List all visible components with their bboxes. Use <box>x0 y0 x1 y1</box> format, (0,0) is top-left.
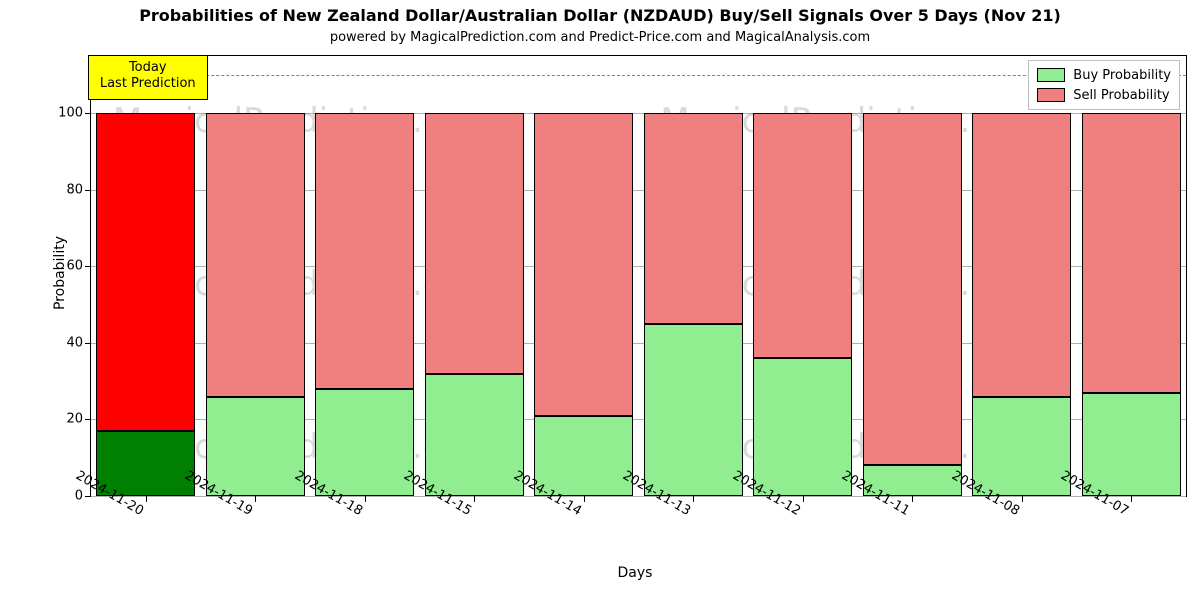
y-axis-label: Probability <box>52 233 68 313</box>
legend-label: Buy Probability <box>1073 68 1171 83</box>
y-tick-mark <box>85 343 91 344</box>
x-tick-mark <box>255 496 256 502</box>
chart-subtitle: powered by MagicalPrediction.com and Pre… <box>0 30 1200 45</box>
y-tick-mark <box>85 266 91 267</box>
legend-row: Sell Probability <box>1037 85 1171 105</box>
y-tick-label: 20 <box>33 412 91 427</box>
legend: Buy Probability Sell Probability <box>1028 60 1180 110</box>
bar-sell <box>1082 113 1181 392</box>
bar-buy <box>972 397 1071 496</box>
x-tick-mark <box>912 496 913 502</box>
bar-sell <box>972 113 1071 396</box>
today-callout: TodayLast Prediction <box>88 55 208 100</box>
chart-title: Probabilities of New Zealand Dollar/Aust… <box>0 6 1200 25</box>
chart-container: Probabilities of New Zealand Dollar/Aust… <box>0 0 1200 600</box>
y-tick-mark <box>85 419 91 420</box>
legend-swatch <box>1037 68 1065 82</box>
y-tick-label: 0 <box>33 489 91 504</box>
plot-area: 020406080100MagicalPrediction.comMagical… <box>90 55 1187 497</box>
y-tick-mark <box>85 496 91 497</box>
callout-line1: Today <box>99 60 197 76</box>
x-tick-mark <box>1131 496 1132 502</box>
bar-buy <box>206 397 305 496</box>
legend-label: Sell Probability <box>1073 88 1169 103</box>
legend-row: Buy Probability <box>1037 65 1171 85</box>
bar-buy <box>1082 393 1181 496</box>
y-tick-label: 40 <box>33 335 91 350</box>
x-tick-mark <box>803 496 804 502</box>
bar-sell <box>753 113 852 358</box>
bar-sell <box>644 113 743 323</box>
bar-sell <box>315 113 414 388</box>
x-tick-mark <box>693 496 694 502</box>
x-tick-mark <box>365 496 366 502</box>
y-tick-mark <box>85 190 91 191</box>
y-tick-mark <box>85 113 91 114</box>
y-tick-label: 80 <box>33 182 91 197</box>
bar-sell <box>96 113 195 431</box>
x-tick-mark <box>474 496 475 502</box>
bar-sell <box>206 113 305 396</box>
bar-sell <box>425 113 524 373</box>
x-tick-mark <box>1022 496 1023 502</box>
x-tick-mark <box>146 496 147 502</box>
reference-line <box>91 75 1186 76</box>
callout-line2: Last Prediction <box>99 76 197 92</box>
legend-swatch <box>1037 88 1065 102</box>
x-tick-mark <box>584 496 585 502</box>
bar-sell <box>534 113 633 415</box>
x-axis-label: Days <box>618 565 653 581</box>
bar-sell <box>863 113 962 465</box>
bar-buy <box>534 416 633 496</box>
y-tick-label: 100 <box>33 106 91 121</box>
